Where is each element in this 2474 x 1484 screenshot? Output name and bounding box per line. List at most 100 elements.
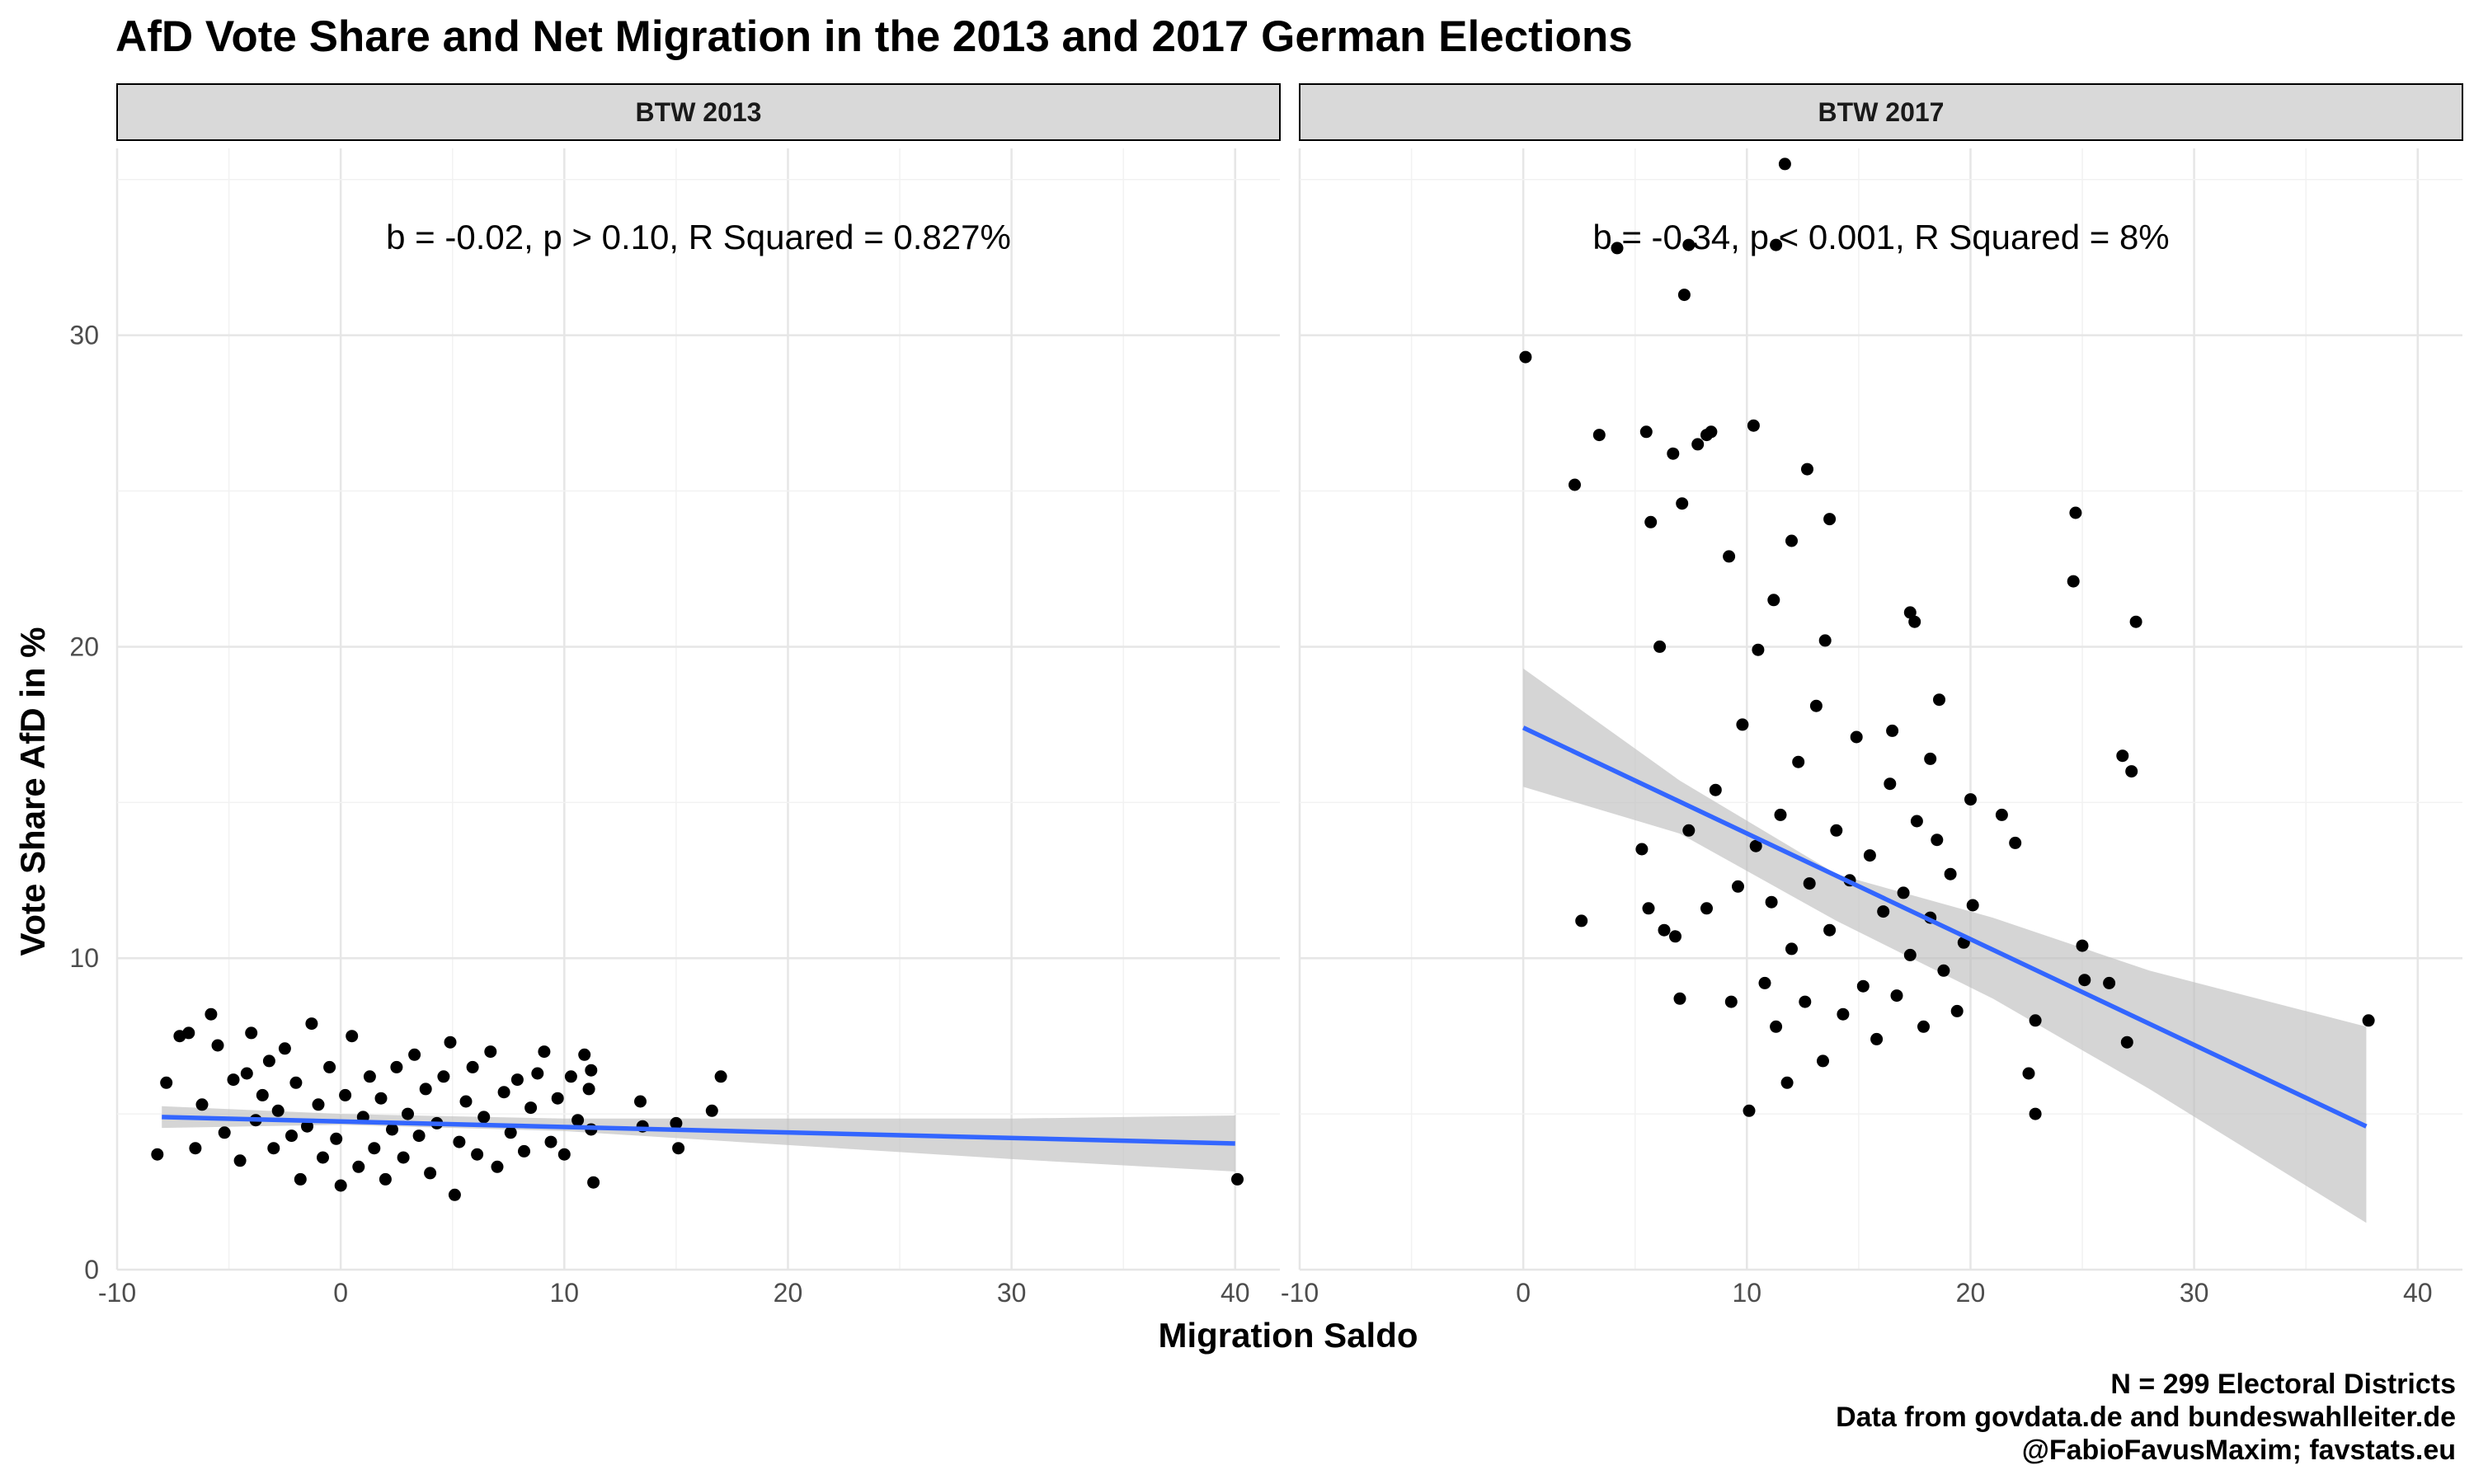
data-point [1635, 843, 1649, 856]
data-point [2067, 575, 2080, 588]
data-point [205, 1007, 218, 1021]
data-point [1818, 634, 1832, 647]
x-tick-label: 0 [333, 1278, 348, 1308]
data-point [374, 1092, 388, 1105]
data-point [1569, 478, 1581, 491]
data-point [1884, 777, 1897, 791]
data-point [151, 1148, 164, 1161]
data-point [2362, 1014, 2375, 1027]
data-point [2116, 749, 2129, 763]
data-point [379, 1172, 392, 1186]
data-point [538, 1045, 551, 1059]
data-point [571, 1114, 585, 1127]
data-point [419, 1082, 432, 1096]
data-point [672, 1142, 685, 1155]
data-point [1780, 1076, 1794, 1089]
data-point [1850, 730, 1863, 744]
data-point [1823, 513, 1837, 526]
x-tick-label: 20 [774, 1278, 803, 1308]
data-point [585, 1064, 598, 1077]
data-point [294, 1172, 307, 1186]
x-tick-label: 0 [1516, 1278, 1531, 1308]
data-point [1658, 923, 1671, 937]
data-point [1823, 923, 1837, 937]
data-point [312, 1098, 325, 1111]
data-point [1917, 1020, 1930, 1033]
data-point [339, 1088, 352, 1101]
data-point [1937, 964, 1950, 977]
data-point [1724, 995, 1738, 1008]
data-point [2125, 765, 2138, 778]
data-point [352, 1160, 365, 1173]
data-point [1767, 594, 1780, 607]
data-point [582, 1082, 595, 1096]
data-point [1677, 289, 1691, 302]
data-point [323, 1060, 336, 1073]
data-point [1639, 425, 1653, 439]
data-point [510, 1073, 524, 1087]
x-tick-label: 40 [1221, 1278, 1250, 1308]
data-point [1897, 886, 1910, 899]
regression-line [162, 1115, 1235, 1146]
data-point [1653, 640, 1667, 653]
data-point [564, 1070, 577, 1083]
data-point [477, 1111, 491, 1124]
strip-background [1299, 83, 2463, 141]
data-point [518, 1144, 530, 1158]
x-axis-title: Migration Saldo [1159, 1316, 1418, 1355]
data-point [363, 1070, 376, 1083]
data-point [1231, 1172, 1244, 1186]
x-tick-label: 20 [1956, 1278, 1986, 1308]
data-point [453, 1135, 466, 1148]
data-point [1743, 1104, 1756, 1117]
caption-line-3: @FabioFavusMaxim; favstats.eu [2022, 1435, 2456, 1466]
data-point [1770, 238, 1783, 251]
data-point [1785, 942, 1798, 956]
data-point [1870, 1032, 1884, 1045]
panel-1: BTW 2013 b = -0.02, p > 0.10, R Squared =… [69, 83, 1281, 1308]
data-point [484, 1045, 497, 1059]
data-point [240, 1067, 253, 1080]
data-point [1799, 995, 1812, 1008]
data-point [1682, 238, 1696, 251]
data-point [305, 1017, 318, 1031]
panels: BTW 2013 b = -0.02, p > 0.10, R Squared =… [69, 83, 2463, 1308]
data-point [271, 1104, 285, 1117]
data-point [531, 1067, 544, 1080]
data-point [1886, 724, 1899, 737]
data-point [218, 1126, 231, 1139]
data-point [504, 1126, 517, 1139]
gridlines [115, 148, 1280, 1271]
data-point [285, 1129, 298, 1143]
data-point [1519, 350, 1532, 364]
data-point [2120, 1036, 2133, 1049]
panel-annotation: b = -0.34, p < 0.001, R Squared = 8% [1592, 218, 2169, 256]
data-point [317, 1151, 329, 1164]
data-point [1644, 515, 1658, 528]
data-point [408, 1048, 421, 1061]
data-point [1792, 755, 1805, 768]
data-point [2022, 1067, 2035, 1080]
data-point [1747, 419, 1760, 432]
data-point [412, 1129, 426, 1143]
data-point [1903, 606, 1917, 619]
data-point [189, 1142, 202, 1155]
data-point [1669, 930, 1681, 943]
data-point [670, 1116, 683, 1129]
data-point [497, 1086, 510, 1099]
data-point [448, 1188, 461, 1201]
data-point [1809, 699, 1823, 712]
data-point [1770, 1020, 1783, 1033]
panel-2: BTW 2017 b = -0.34, p < 0.001, R Squared … [1281, 83, 2463, 1308]
data-point [397, 1151, 410, 1164]
data-point [256, 1088, 269, 1101]
data-point [1673, 992, 1686, 1005]
data-point [1903, 948, 1917, 961]
data-point [1736, 718, 1749, 731]
data-point [578, 1048, 591, 1061]
data-point [524, 1101, 538, 1115]
points [151, 1007, 1244, 1201]
data-point [182, 1026, 195, 1040]
data-point [2029, 1014, 2042, 1027]
